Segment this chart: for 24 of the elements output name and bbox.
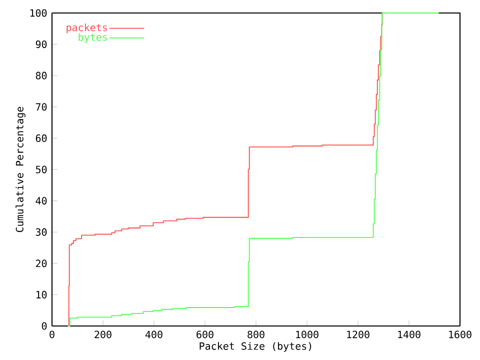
y-tick-label: 60: [36, 134, 47, 142]
y-tick-label: 10: [36, 290, 47, 298]
x-tick-label: 600: [196, 330, 214, 338]
x-tick-label: 1600: [449, 330, 472, 338]
x-tick-label: 0: [50, 330, 54, 338]
y-tick-label: 20: [36, 260, 47, 268]
y-tick-label: 90: [36, 40, 47, 48]
x-tick-label: 1000: [296, 330, 318, 338]
x-tick-label: 200: [94, 330, 112, 338]
y-tick-label: 100: [30, 9, 47, 17]
legend-label: bytes: [78, 33, 107, 43]
x-tick-label: 1400: [398, 330, 420, 338]
y-tick-label: 80: [36, 72, 47, 80]
x-tick-label: 800: [248, 330, 264, 338]
x-axis-title: Packet Size (bytes): [200, 342, 312, 352]
legend-label: packets: [66, 24, 107, 34]
y-tick-label: 0: [42, 322, 47, 330]
y-tick-label: 40: [36, 197, 47, 205]
y-tick-label: 70: [36, 103, 47, 111]
y-tick-label: 30: [36, 228, 47, 236]
y-tick-label: 50: [36, 166, 47, 174]
x-tick-label: 400: [145, 330, 162, 338]
y-axis-title: Cumulative Percentage: [16, 106, 26, 232]
x-tick-label: 1200: [347, 330, 370, 338]
